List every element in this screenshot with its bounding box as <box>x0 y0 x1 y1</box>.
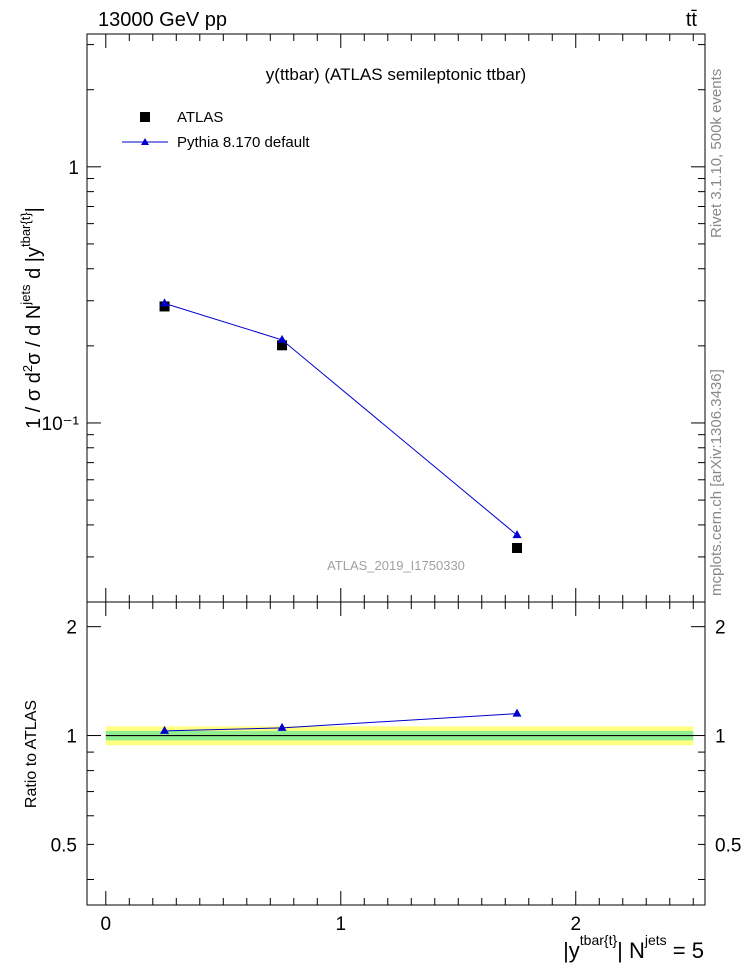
legend-label-atlas: ATLAS <box>177 109 223 126</box>
data-point-triangle <box>277 334 287 343</box>
y-tick-label: 0.5 <box>51 835 77 856</box>
legend-marker-pythia <box>141 138 149 145</box>
x-tick-label: 0 <box>101 914 112 935</box>
ratio-frame <box>86 601 706 906</box>
ratio-series <box>160 708 522 734</box>
energy-label: 13000 GeV pp <box>98 9 227 31</box>
legend: ATLAS Pythia 8.170 default <box>122 109 310 151</box>
ratio-axis-ticks: 0 1 2 0.5 0.5 1 1 2 2 <box>51 602 741 935</box>
y-tick-label: 1 <box>66 727 77 748</box>
data-point-triangle <box>512 530 522 539</box>
y-tick-label: 2 <box>66 618 77 639</box>
y-tick-label: 1 <box>715 727 726 748</box>
series-line <box>164 302 518 536</box>
legend-marker-atlas <box>140 112 150 122</box>
ratio-ylabel: Ratio to ATLAS <box>23 700 40 808</box>
ratio-panel: 0 1 2 0.5 0.5 1 1 2 2 <box>51 601 741 935</box>
x-tick-label: 1 <box>335 914 346 935</box>
data-point-square <box>512 542 523 553</box>
x-tick-label: 2 <box>570 914 581 935</box>
process-label: tt̄ <box>686 9 698 31</box>
legend-label-pythia: Pythia 8.170 default <box>177 134 310 151</box>
y-tick-label: 1 <box>68 158 79 179</box>
data-point-triangle <box>277 722 287 731</box>
main-ylabel-text: 1 / σ d2σ / d Njets d |ytbar{t}| <box>18 207 45 429</box>
y-tick-label: 10⁻¹ <box>42 414 80 435</box>
watermark: ATLAS_2019_I1750330 <box>327 558 465 573</box>
data-point-triangle <box>512 708 522 717</box>
main-panel: 1 10⁻¹ y(ttbar) (ATLAS semileptonic ttbar… <box>42 33 706 603</box>
data-point-square <box>277 340 288 351</box>
uncertainty-band <box>105 726 694 746</box>
main-series <box>159 298 523 553</box>
xlabel: |ytbar{t}| Njets = 5 <box>563 932 704 963</box>
main-ylabel: 1 / σ d2σ / d Njets d |ytbar{t}| <box>18 207 45 429</box>
y-tick-label: 2 <box>715 618 726 639</box>
rivet-info: Rivet 3.1.10, 500k events <box>708 69 725 238</box>
data-point-triangle <box>160 298 170 307</box>
data-point-square <box>159 301 170 312</box>
mcplots-source: mcplots.cern.ch [arXiv:1306.3436] <box>708 369 725 596</box>
main-title: y(ttbar) (ATLAS semileptonic ttbar) <box>266 65 526 84</box>
data-point-triangle <box>160 725 170 734</box>
y-tick-label: 0.5 <box>715 835 741 856</box>
main-axis-ticks: 1 10⁻¹ <box>42 34 705 603</box>
